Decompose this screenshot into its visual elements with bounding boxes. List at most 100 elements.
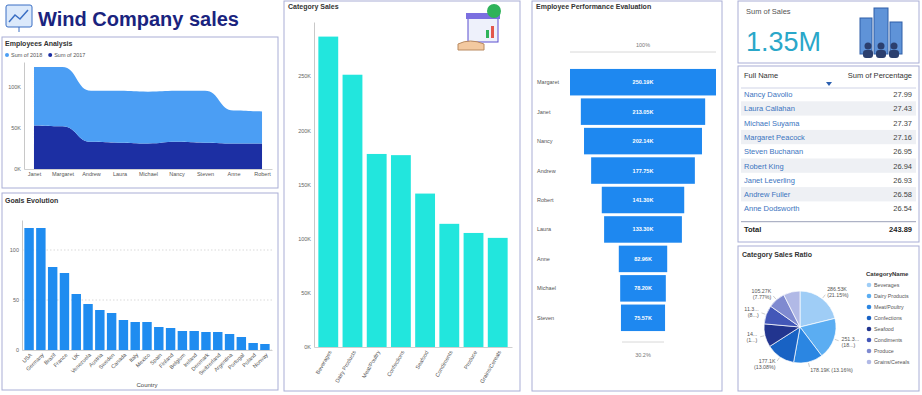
data-label-line: 178.19K (13.16%) xyxy=(810,367,853,373)
leader-line xyxy=(823,295,825,298)
x-tick-label: Andrew xyxy=(82,171,101,177)
funnel-bar xyxy=(591,157,695,184)
row-band xyxy=(741,101,916,115)
bar xyxy=(439,224,459,347)
category-label: Anne xyxy=(537,256,550,262)
data-label: 286.53K(21.15%) xyxy=(827,286,849,298)
x-tick-label: Steven xyxy=(197,171,214,177)
card-icon xyxy=(860,8,902,58)
y-tick: 100K xyxy=(298,236,314,242)
category-label: Laura xyxy=(537,226,552,232)
bar xyxy=(36,228,45,350)
data-label: 82.96K xyxy=(634,256,652,262)
x-tick: Steven xyxy=(197,171,214,177)
funnel-bar xyxy=(621,305,665,332)
x-tick: Beverages xyxy=(314,349,332,375)
y-tick: 100K xyxy=(8,84,24,90)
x-tick: Margaret xyxy=(52,171,74,177)
legend-swatch xyxy=(867,327,872,332)
x-tick-label: Canada xyxy=(110,351,129,370)
legend-swatch xyxy=(867,349,872,354)
data-label: 11.3...(8...) xyxy=(744,306,759,318)
bar xyxy=(83,304,92,350)
y-tick: 0K xyxy=(14,166,24,172)
table-total: 243.89 xyxy=(889,225,912,234)
data-label: 202.14K xyxy=(633,138,654,144)
card-value: 1.35M xyxy=(746,27,821,57)
data-label: 177.1K(13.08%) xyxy=(754,358,776,370)
funnel-bar xyxy=(581,98,705,125)
table-cell: Michael Suyama xyxy=(744,119,800,128)
leader-line xyxy=(760,335,764,337)
funnel-annotation: 100% xyxy=(636,42,650,48)
y-tick: 0K xyxy=(304,344,314,350)
data-label-line: (13.08%) xyxy=(754,364,776,370)
bar xyxy=(24,228,33,350)
data-label: 177.75K xyxy=(633,168,654,174)
panel xyxy=(2,37,278,188)
category-label: Andrew xyxy=(537,168,556,174)
category-label: Steven xyxy=(537,315,554,321)
x-axis: USAGermanyBrazilFranceUKVenezuelaAustria… xyxy=(21,351,273,377)
legend-swatch xyxy=(867,316,872,321)
y-tick-label: 50 xyxy=(13,297,19,303)
x-tick: Grains/Cereals xyxy=(479,349,503,384)
dashboard: Wind Company salesSum of Sales1.35MEmplo… xyxy=(0,0,922,395)
bar xyxy=(201,332,210,350)
x-tick: Produce xyxy=(463,349,478,370)
leader-line xyxy=(762,313,766,314)
table-cell: Steven Buchanan xyxy=(744,147,803,156)
sort-indicator xyxy=(826,82,832,86)
pie-slice xyxy=(764,324,800,347)
x-tick: Robert xyxy=(254,171,271,177)
plot-area xyxy=(764,291,836,363)
bar xyxy=(260,344,269,350)
legend-label: Seafood xyxy=(874,326,894,332)
y-tick: 150K xyxy=(298,182,314,188)
x-tick: Confections xyxy=(386,349,406,377)
x-tick-label: Nancy xyxy=(169,171,185,177)
y-tick-label: 200K xyxy=(298,128,311,134)
x-tick: Condiments xyxy=(434,349,454,378)
leader-line xyxy=(777,358,779,361)
icon-building xyxy=(860,18,872,54)
x-tick: Janet xyxy=(28,171,42,177)
funnel-bar xyxy=(584,128,702,155)
x-tick: France xyxy=(52,352,68,368)
category-label: Michael xyxy=(537,285,556,291)
x-tick: Andrew xyxy=(82,171,101,177)
icon-board xyxy=(6,5,32,27)
icon-line xyxy=(9,10,28,22)
legend-label: Confections xyxy=(874,315,902,321)
table-cell: Nancy Davolio xyxy=(744,90,792,99)
x-tick-label: Dairy Products xyxy=(334,349,357,383)
icon-bar xyxy=(491,26,494,38)
legend-swatch xyxy=(867,338,872,343)
x-tick: Anne xyxy=(228,171,241,177)
y-tick-label: 0 xyxy=(16,347,19,353)
bar xyxy=(189,331,198,350)
chart-title: Employee Performance Evaluation xyxy=(536,3,651,11)
funnel-guide xyxy=(622,342,664,343)
y-axis: 050100 xyxy=(10,221,23,354)
icon-bar xyxy=(486,30,489,38)
legend-title: CategoryName xyxy=(866,271,909,277)
leader-line xyxy=(835,339,839,340)
bar xyxy=(48,267,57,350)
x-axis: JanetMargaretAndrewLauraMichaelNancyStev… xyxy=(25,170,273,177)
x-tick: Dairy Products xyxy=(334,349,357,383)
legend-label: Meat/Poultry xyxy=(874,304,904,310)
x-tick-label: Robert xyxy=(254,171,271,177)
table-cell: 26.58 xyxy=(893,190,912,199)
y-tick: 0 xyxy=(16,347,22,353)
bar xyxy=(119,320,128,350)
y-tick-label: 150K xyxy=(298,182,311,188)
table-header: Sum of Percentage xyxy=(848,71,912,80)
legend-label: Grains/Cereals xyxy=(874,359,910,365)
bar xyxy=(488,238,508,347)
table-cell: 26.94 xyxy=(893,162,912,171)
data-label: 78.20K xyxy=(634,285,652,291)
x-tick: Nancy xyxy=(169,171,185,177)
x-tick: Meat/Poultry xyxy=(361,349,382,379)
table-rule xyxy=(741,221,916,222)
